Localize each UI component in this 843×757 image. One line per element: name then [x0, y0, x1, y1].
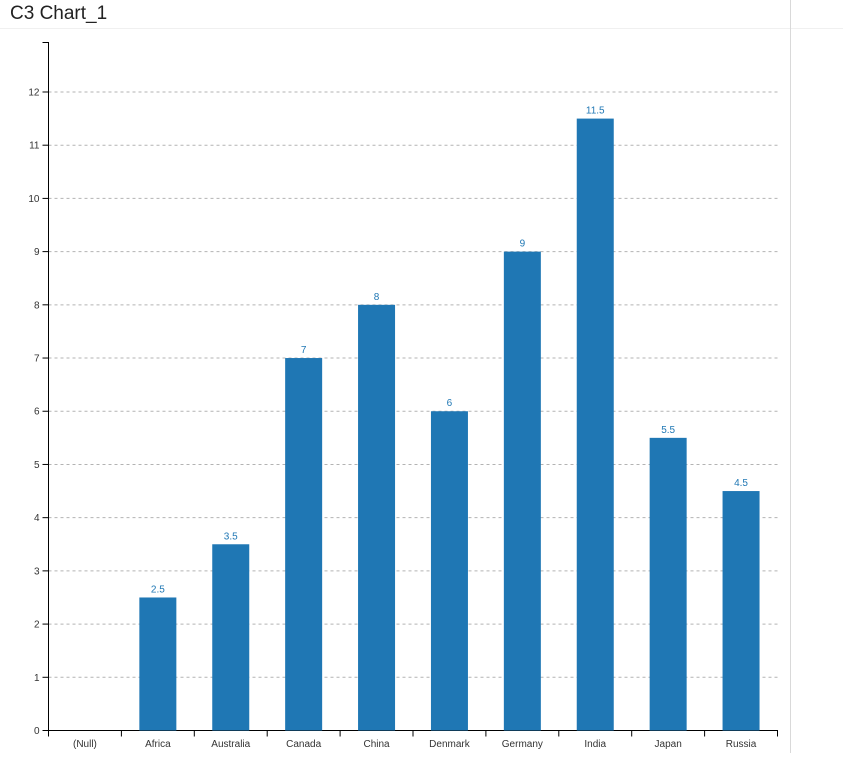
bar-canada[interactable]	[285, 358, 323, 731]
bar-value-label: 5.5	[661, 425, 675, 436]
bar-australia[interactable]	[212, 544, 250, 731]
bar-value-label: 7	[301, 345, 307, 356]
y-tick-label: 4	[34, 513, 40, 524]
x-category-label: Canada	[286, 739, 321, 750]
x-category-label: India	[584, 739, 606, 750]
bar-value-label: 2.5	[151, 584, 165, 595]
bar-germany[interactable]	[503, 251, 541, 731]
x-category-label: Denmark	[429, 739, 471, 750]
chart-title: C3 Chart_1	[10, 3, 108, 24]
y-tick-label: 3	[34, 566, 40, 577]
y-tick-label: 11	[29, 141, 40, 152]
y-axis-line	[42, 42, 49, 731]
y-tick-label: 1	[34, 673, 40, 684]
y-tick-label: 5	[34, 460, 40, 471]
bar-value-label: 6	[447, 398, 453, 409]
x-category-label: (Null)	[73, 739, 97, 750]
y-tick-label: 12	[28, 87, 40, 98]
x-category-label: Russia	[726, 739, 757, 750]
bar-japan[interactable]	[649, 437, 687, 731]
y-tick-label: 0	[34, 726, 40, 737]
bar-china[interactable]	[358, 304, 396, 731]
bar-value-label: 4.5	[734, 478, 748, 489]
y-tick-label: 9	[34, 247, 40, 258]
bar-value-label: 9	[520, 239, 526, 250]
y-tick-label: 6	[34, 407, 40, 418]
x-category-label: Germany	[502, 739, 543, 750]
bar-chart: 0 1 2 3 4 5 6 7 8 9 10 11 12 (Null) Africa Australia Can…	[28, 42, 778, 750]
y-tick-label: 7	[34, 354, 40, 365]
bar-russia[interactable]	[722, 491, 760, 731]
bar-value-label: 3.5	[224, 531, 238, 542]
x-category-label: China	[363, 739, 390, 750]
x-category-label: Australia	[211, 739, 250, 750]
x-category-label: Africa	[145, 739, 171, 750]
y-tick-label: 10	[28, 194, 40, 205]
x-category-label: Japan	[655, 739, 682, 750]
bar-denmark[interactable]	[430, 411, 468, 731]
panel-divider	[790, 0, 791, 753]
bar-value-label: 11.5	[586, 106, 605, 117]
bar-value-label: 8	[374, 292, 380, 303]
y-tick-label: 2	[34, 620, 40, 631]
bar-india[interactable]	[576, 118, 614, 731]
bar-africa[interactable]	[139, 597, 177, 731]
y-tick-label: 8	[34, 300, 40, 311]
header-divider	[0, 28, 843, 29]
